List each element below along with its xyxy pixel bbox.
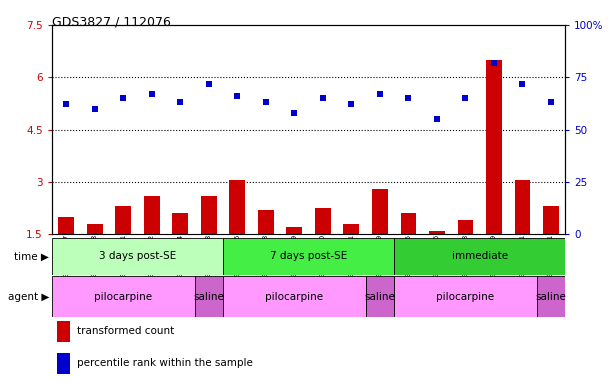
Text: GSM367541: GSM367541 — [348, 234, 354, 278]
Bar — [223, 276, 365, 317]
Text: pilocarpine: pilocarpine — [436, 291, 494, 302]
Text: 7 days post-SE: 7 days post-SE — [270, 251, 347, 262]
Text: pilocarpine: pilocarpine — [94, 291, 152, 302]
Text: GSM367548: GSM367548 — [463, 234, 469, 278]
Text: GSM367538: GSM367538 — [263, 234, 269, 278]
Text: GSM367534: GSM367534 — [177, 234, 183, 278]
Bar — [394, 276, 536, 317]
Text: 3 days post-SE: 3 days post-SE — [99, 251, 176, 262]
Text: immediate: immediate — [452, 251, 508, 262]
Bar — [59, 217, 74, 234]
Bar — [401, 214, 416, 234]
Bar — [201, 196, 216, 234]
Bar — [115, 206, 131, 234]
Text: saline: saline — [364, 291, 395, 302]
Text: saline: saline — [193, 291, 224, 302]
Bar — [172, 214, 188, 234]
Bar — [52, 276, 194, 317]
Bar — [194, 276, 223, 317]
Bar — [543, 206, 559, 234]
Bar — [343, 224, 359, 234]
Text: transformed count: transformed count — [76, 326, 174, 336]
Bar — [315, 208, 331, 234]
Text: time ▶: time ▶ — [14, 251, 49, 262]
Bar — [372, 189, 388, 234]
Bar — [57, 321, 70, 342]
Text: saline: saline — [535, 291, 566, 302]
Text: GSM367545: GSM367545 — [405, 234, 411, 278]
Text: GSM367546: GSM367546 — [434, 234, 440, 278]
Text: pilocarpine: pilocarpine — [265, 291, 323, 302]
Bar — [229, 180, 245, 234]
Bar — [514, 180, 530, 234]
Text: GSM367531: GSM367531 — [120, 234, 126, 278]
Bar — [223, 238, 394, 275]
Bar — [429, 231, 445, 234]
Text: GSM367718: GSM367718 — [206, 234, 212, 278]
Bar — [486, 60, 502, 234]
Bar — [458, 220, 473, 234]
Bar — [258, 210, 274, 234]
Text: GSM367528: GSM367528 — [92, 234, 98, 278]
Text: GSM367540: GSM367540 — [320, 234, 326, 278]
Text: GSM367536: GSM367536 — [234, 234, 240, 278]
Text: GSM367527: GSM367527 — [63, 234, 69, 278]
Bar — [536, 276, 565, 317]
Bar — [394, 238, 565, 275]
Text: GDS3827 / 112076: GDS3827 / 112076 — [52, 15, 171, 28]
Bar — [144, 196, 159, 234]
Text: GSM367721: GSM367721 — [548, 234, 554, 278]
Text: GSM367719: GSM367719 — [377, 234, 383, 278]
Text: GSM367549: GSM367549 — [491, 234, 497, 278]
Bar — [57, 353, 70, 374]
Bar — [287, 227, 302, 234]
Text: GSM367551: GSM367551 — [519, 234, 525, 278]
Bar — [365, 276, 394, 317]
Text: GSM367532: GSM367532 — [148, 234, 155, 278]
Bar — [87, 224, 103, 234]
Text: percentile rank within the sample: percentile rank within the sample — [76, 358, 252, 368]
Bar — [52, 238, 223, 275]
Text: agent ▶: agent ▶ — [7, 291, 49, 302]
Text: GSM367539: GSM367539 — [291, 234, 298, 278]
